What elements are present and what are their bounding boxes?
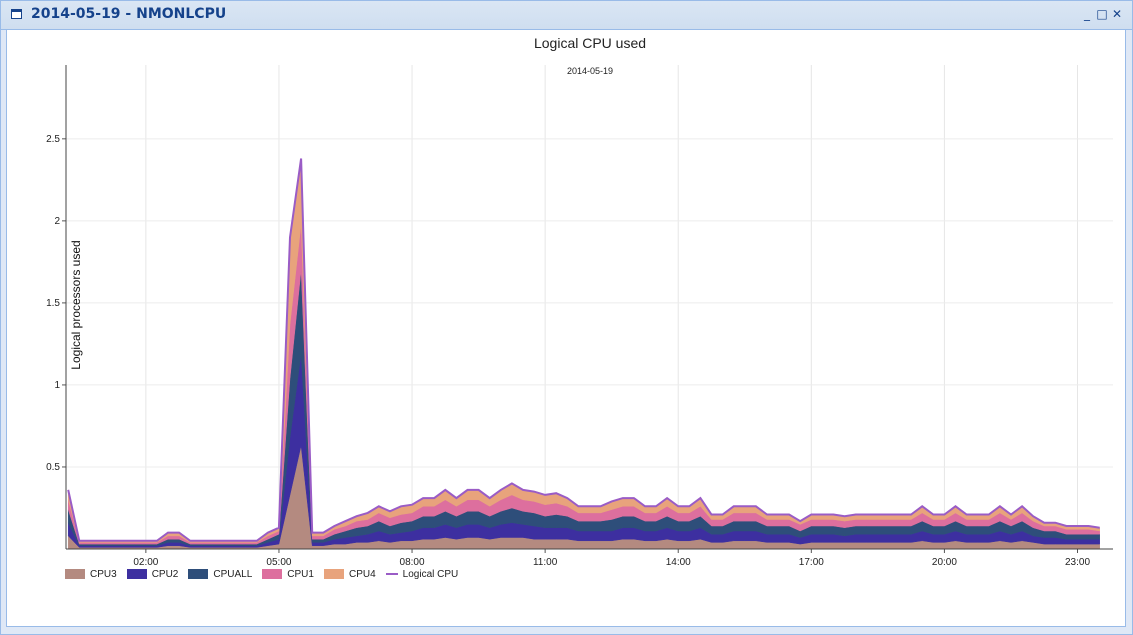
legend-swatch: [385, 573, 398, 575]
x-tick-label: 14:00: [666, 557, 691, 568]
area-cpuall: [67, 270, 1100, 546]
legend-item[interactable]: CPU1: [262, 569, 314, 580]
y-axis-label: Logical processors used: [69, 240, 83, 369]
legend-item[interactable]: CPU2: [126, 568, 179, 580]
legend-item[interactable]: CPU4: [323, 568, 376, 580]
window-icon: [11, 9, 22, 19]
chart-grid: [66, 65, 1113, 549]
legend-swatch: [262, 569, 283, 579]
line-logical-cpu: [67, 158, 1100, 542]
chart-areas: [67, 158, 1100, 550]
y-tick-label: 1: [54, 380, 60, 391]
chart-axes: 02:00 05:00 08:00 11:00 14:00 17:00 20:00 23:00…: [46, 65, 1113, 568]
chart-subtitle: 2014-05-19: [567, 66, 613, 76]
y-tick-label: 2: [54, 216, 60, 227]
window-titlebar[interactable]: 2014-05-19 - NMONLCPU _ □ ✕: [1, 1, 1132, 30]
x-tick-label: 08:00: [400, 557, 425, 568]
close-icon[interactable]: ✕: [1111, 7, 1123, 21]
legend-swatch: [126, 569, 147, 579]
legend-label: CPU4: [348, 568, 376, 580]
legend-swatch: [323, 569, 344, 579]
legend-swatch: [188, 569, 209, 579]
legend-swatch: [65, 569, 85, 579]
chart-line-series: [67, 158, 1100, 542]
y-tick-label: 0.5: [46, 462, 60, 473]
legend-item[interactable]: CPU3: [65, 569, 117, 580]
legend-label: CPU3: [90, 568, 117, 580]
legend-item[interactable]: Logical CPU: [385, 568, 459, 580]
x-tick-label: 02:00: [133, 557, 158, 568]
x-tick-label: 05:00: [266, 557, 291, 568]
legend-item[interactable]: CPUALL: [188, 569, 252, 580]
window-title: 2014-05-19 - NMONLCPU: [31, 6, 227, 22]
legend-label: Logical CPU: [402, 568, 459, 580]
x-tick-label: 23:00: [1065, 557, 1090, 568]
minimize-icon[interactable]: _: [1084, 7, 1090, 21]
area-cpu1: [67, 224, 1100, 545]
x-tick-label: 17:00: [799, 557, 824, 568]
chart-legend: CPU3 CPU2 CPUALL CPU1 CPU4 Logical CPU: [65, 567, 468, 581]
x-tick-label: 20:00: [932, 557, 957, 568]
y-tick-label: 1.5: [46, 298, 60, 309]
maximize-icon[interactable]: □: [1096, 7, 1108, 21]
y-tick-label: 2.5: [46, 134, 60, 145]
legend-label: CPU1: [287, 568, 314, 580]
area-cpu4: [67, 158, 1100, 543]
legend-label: CPU2: [151, 568, 179, 580]
legend-label: CPUALL: [213, 568, 253, 580]
x-tick-label: 11:00: [533, 557, 558, 568]
chart-title: Logical CPU used: [534, 35, 646, 51]
